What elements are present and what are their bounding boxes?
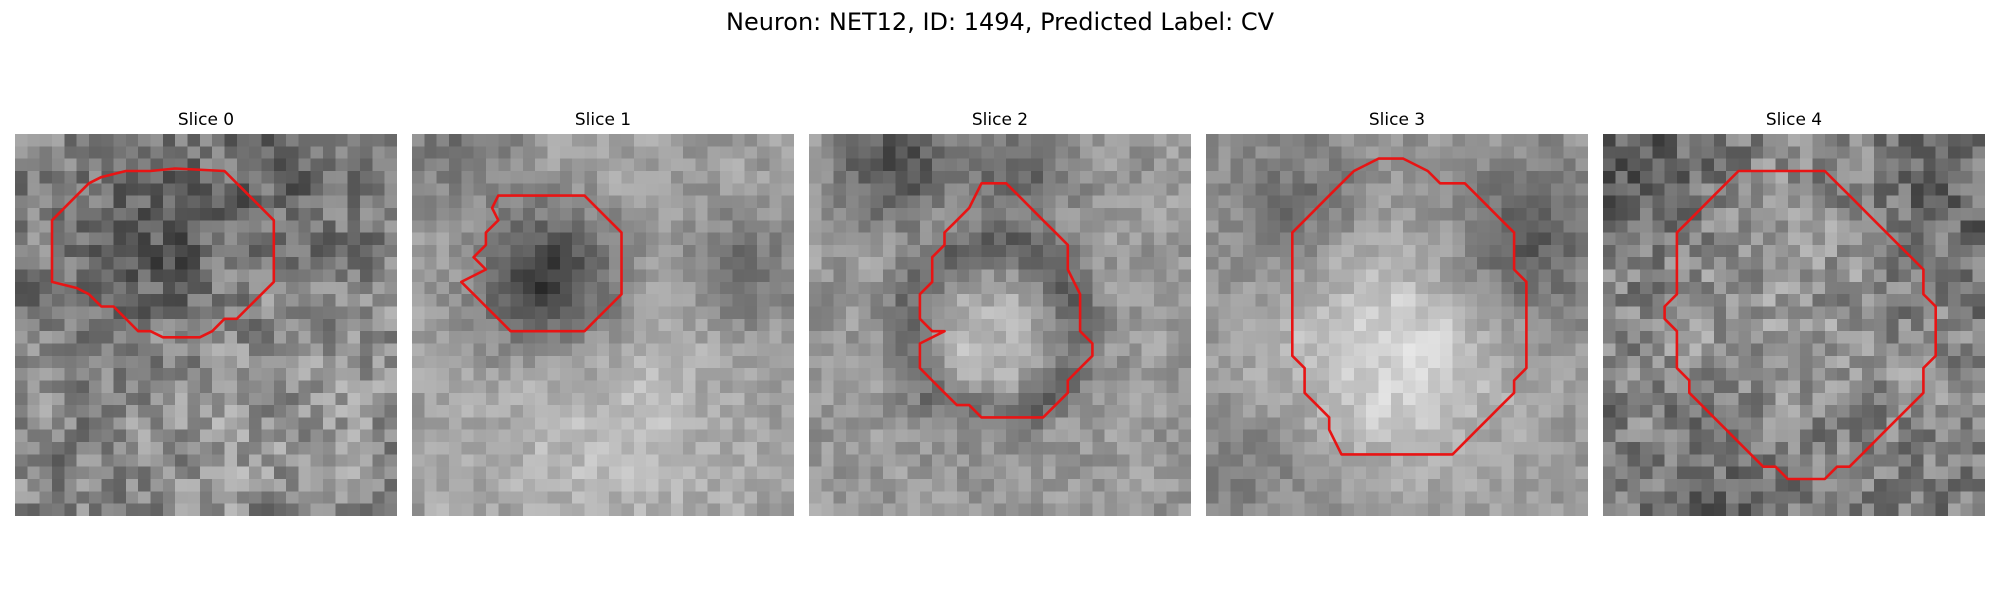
slice-2-image [809, 134, 1191, 516]
slice-4-image [1603, 134, 1985, 516]
slice-3-image [1206, 134, 1588, 516]
figure-title: Neuron: NET12, ID: 1494, Predicted Label… [0, 7, 2000, 37]
slice-4-pixels [1603, 134, 1985, 516]
slice-0-pixels [15, 134, 397, 516]
slice-1-image [412, 134, 794, 516]
slice-0-title: Slice 0 [15, 109, 397, 131]
slice-3-title: Slice 3 [1206, 109, 1588, 131]
slice-0-image [15, 134, 397, 516]
slice-1-title: Slice 1 [412, 109, 794, 131]
slice-4-title: Slice 4 [1603, 109, 1985, 131]
slice-2-title: Slice 2 [809, 109, 1191, 131]
slice-1-pixels [412, 134, 794, 516]
slice-2-pixels [809, 134, 1191, 516]
slice-3-pixels [1206, 134, 1588, 516]
